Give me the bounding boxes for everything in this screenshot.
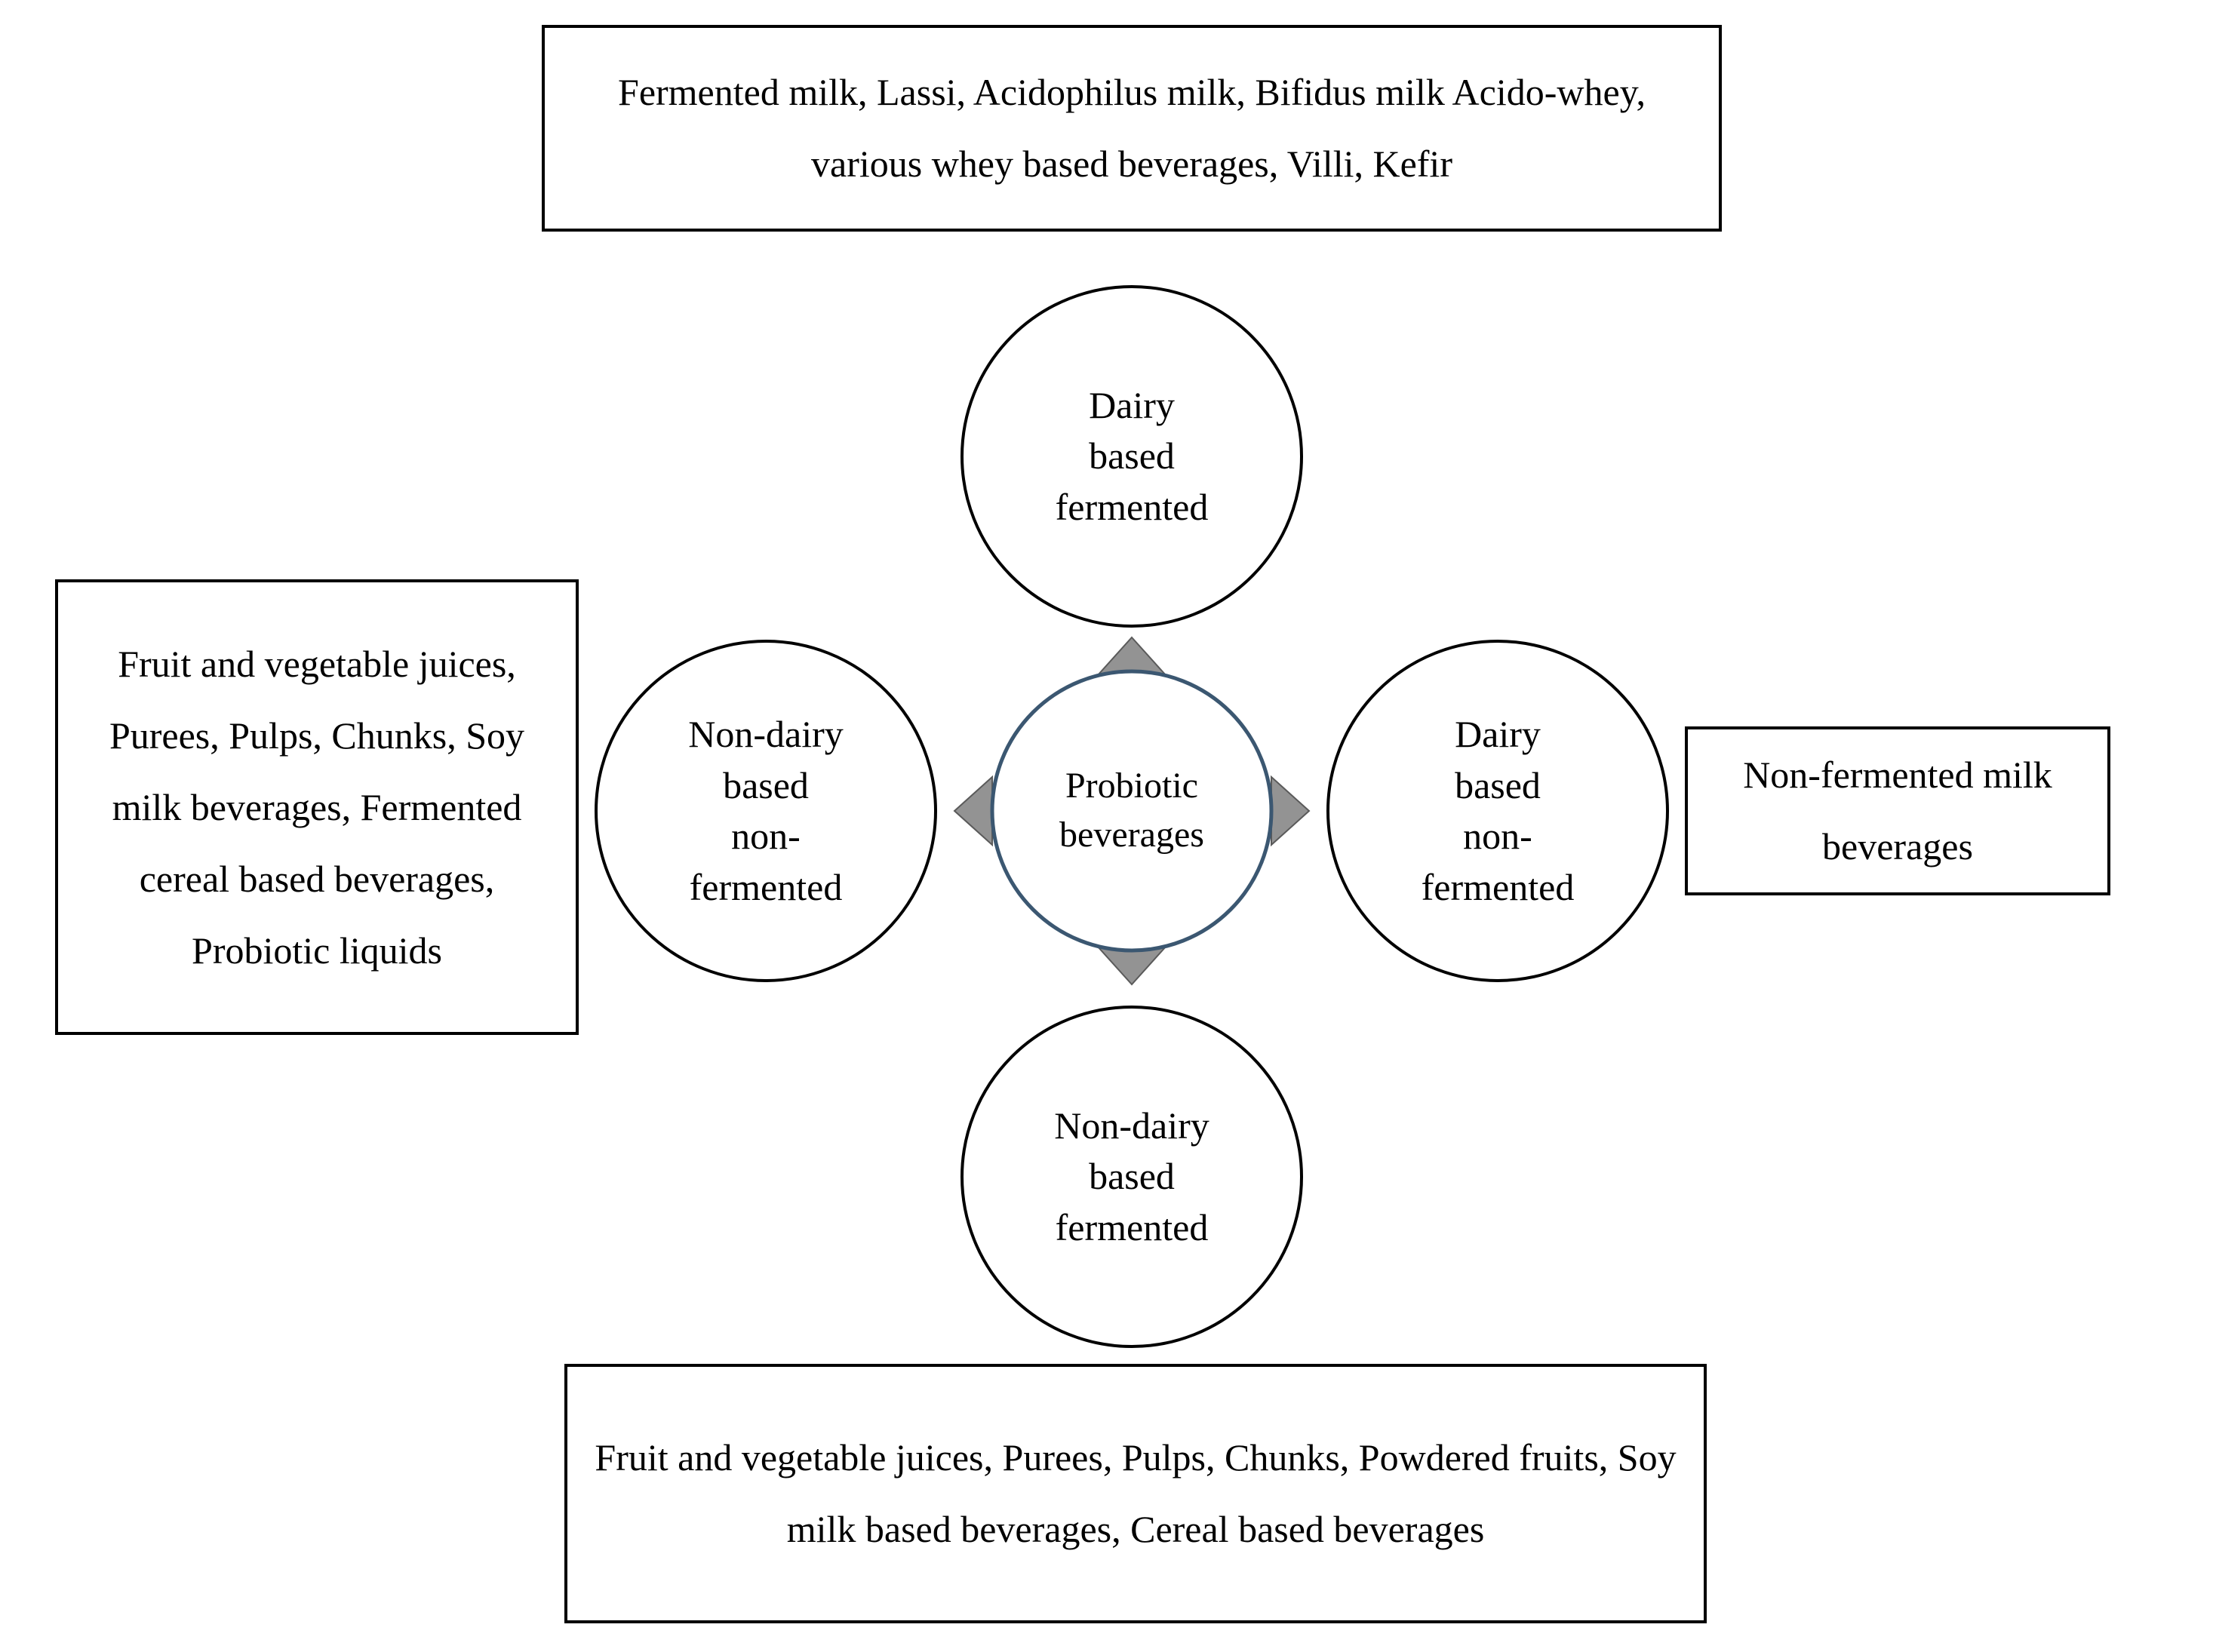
circle-text-right: Dairybasednon-fermented	[1383, 696, 1612, 926]
circle-text-bottom: Non-dairybasedfermented	[1017, 1062, 1246, 1291]
circle-text-top: Dairybasedfermented	[1017, 342, 1246, 571]
box-text-left: Fruit and vegetable juices, Purees, Pulp…	[57, 581, 577, 1033]
center-text: Probioticbeverages	[1027, 706, 1237, 916]
box-text-bottom: Fruit and vegetable juices, Purees, Pulp…	[566, 1365, 1705, 1622]
circle-text-left: Non-dairybasednon-fermented	[651, 696, 881, 926]
box-text-right: Non-fermented milk beverages	[1686, 728, 2109, 894]
box-text-top: Fermented milk, Lassi, Acidophilus milk,…	[543, 26, 1720, 230]
